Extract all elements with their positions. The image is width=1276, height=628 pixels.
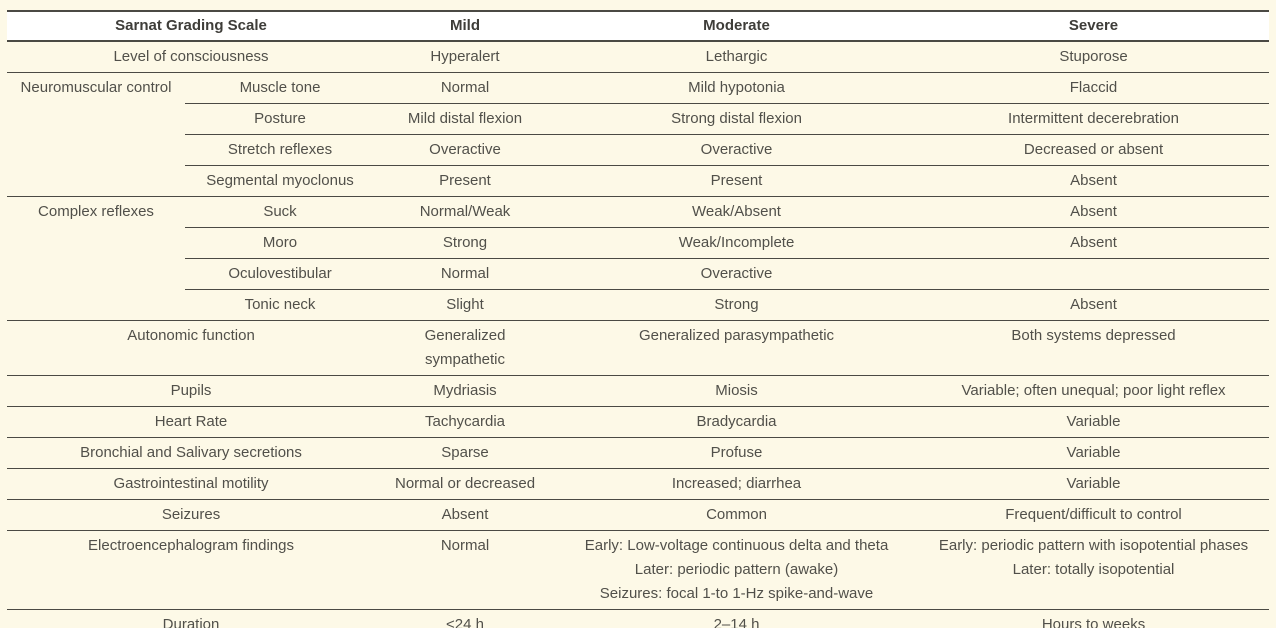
row-gi-motility: Gastrointestinal motility Normal or decr… bbox=[7, 468, 1270, 500]
row-label: Muscle tone bbox=[185, 72, 376, 104]
cell-severe: Absent bbox=[918, 165, 1270, 197]
row-label: Tonic neck bbox=[185, 289, 376, 321]
row-duration: Duration <24 h 2–14 h Hours to weeks bbox=[7, 609, 1270, 628]
row-oculovestibular: Oculovestibular Normal Overactive bbox=[7, 258, 1270, 290]
row-label: Segmental myoclonus bbox=[185, 165, 376, 197]
header-severe: Severe bbox=[918, 11, 1270, 42]
category-cell-neuromuscular-control: Neuromuscular control bbox=[7, 72, 185, 197]
cell-severe: Variable bbox=[918, 406, 1270, 438]
cell-severe bbox=[918, 258, 1270, 290]
cell-moderate: Miosis bbox=[555, 375, 919, 407]
cell-mild: Hyperalert bbox=[375, 40, 556, 73]
cell-mild: Sparse bbox=[375, 437, 556, 469]
cell-mild: Normal bbox=[375, 530, 556, 610]
row-stretch-reflexes: Stretch reflexes Overactive Overactive D… bbox=[7, 134, 1270, 166]
cell-mild: Normal or decreased bbox=[375, 468, 556, 500]
cell-severe: Stuporose bbox=[918, 40, 1270, 73]
cell-mild: Normal bbox=[375, 72, 556, 104]
cell-mild: Mydriasis bbox=[375, 375, 556, 407]
cell-severe: Variable; often unequal; poor light refl… bbox=[918, 375, 1270, 407]
cell-moderate: Common bbox=[555, 499, 919, 531]
cell-moderate: Present bbox=[555, 165, 919, 197]
cell-severe: Absent bbox=[918, 196, 1270, 228]
cell-moderate: Lethargic bbox=[555, 40, 919, 73]
row-label: Suck bbox=[185, 196, 376, 228]
row-label: Duration bbox=[7, 609, 376, 628]
row-label: Stretch reflexes bbox=[185, 134, 376, 166]
cell-severe: Frequent/difficult to control bbox=[918, 499, 1270, 531]
eeg-line: Later: periodic pattern (awake) bbox=[634, 561, 839, 578]
row-tonic-neck: Tonic neck Slight Strong Absent bbox=[7, 289, 1270, 321]
row-label: Bronchial and Salivary secretions bbox=[7, 437, 376, 469]
cell-moderate: Generalized parasympathetic bbox=[555, 320, 919, 376]
cell-severe: Both systems depressed bbox=[918, 320, 1270, 376]
row-label: Electroencephalogram findings bbox=[7, 530, 376, 610]
eeg-line: Later: totally isopotential bbox=[1012, 561, 1175, 578]
header-row: Sarnat Grading Scale Mild Moderate Sever… bbox=[7, 11, 1270, 42]
cell-mild: Normal/Weak bbox=[375, 196, 556, 228]
cell-severe: Absent bbox=[918, 227, 1270, 259]
eeg-line: Early: Low-voltage continuous delta and … bbox=[584, 537, 889, 554]
row-label: Gastrointestinal motility bbox=[7, 468, 376, 500]
cell-moderate: Early: Low-voltage continuous delta and … bbox=[555, 530, 919, 610]
cell-severe: Variable bbox=[918, 468, 1270, 500]
category-cell-complex-reflexes: Complex reflexes bbox=[7, 196, 185, 321]
cell-severe: Early: periodic pattern with isopotentia… bbox=[918, 530, 1270, 610]
cell-mild: Slight bbox=[375, 289, 556, 321]
cell-severe: Flaccid bbox=[918, 72, 1270, 104]
cell-moderate: Strong distal flexion bbox=[555, 103, 919, 135]
cell-mild: Strong bbox=[375, 227, 556, 259]
cell-severe: Decreased or absent bbox=[918, 134, 1270, 166]
cell-mild: Normal bbox=[375, 258, 556, 290]
eeg-line: Seizures: focal 1-to 1-Hz spike-and-wave bbox=[599, 585, 874, 602]
row-eeg: Electroencephalogram findings Normal Ear… bbox=[7, 530, 1270, 610]
cell-moderate: Increased; diarrhea bbox=[555, 468, 919, 500]
row-label: Moro bbox=[185, 227, 376, 259]
eeg-line: Early: periodic pattern with isopotentia… bbox=[938, 537, 1249, 554]
cell-moderate: Bradycardia bbox=[555, 406, 919, 438]
cell-mild: Overactive bbox=[375, 134, 556, 166]
row-label: Level of consciousness bbox=[7, 40, 376, 73]
cell-mild: Mild distal flexion bbox=[375, 103, 556, 135]
cell-mild: Absent bbox=[375, 499, 556, 531]
row-seizures: Seizures Absent Common Frequent/difficul… bbox=[7, 499, 1270, 531]
cell-moderate: Profuse bbox=[555, 437, 919, 469]
cell-moderate: 2–14 h bbox=[555, 609, 919, 628]
sarnat-grading-table: Sarnat Grading Scale Mild Moderate Sever… bbox=[7, 10, 1270, 628]
cell-moderate: Weak/Absent bbox=[555, 196, 919, 228]
cell-severe: Variable bbox=[918, 437, 1270, 469]
cell-moderate: Overactive bbox=[555, 258, 919, 290]
header-title: Sarnat Grading Scale bbox=[7, 11, 376, 42]
row-label: Heart Rate bbox=[7, 406, 376, 438]
cell-moderate: Weak/Incomplete bbox=[555, 227, 919, 259]
row-autonomic-function: Autonomic function Generalized sympathet… bbox=[7, 320, 1270, 376]
header-mild: Mild bbox=[375, 11, 556, 42]
cell-moderate: Overactive bbox=[555, 134, 919, 166]
cell-mild: Tachycardia bbox=[375, 406, 556, 438]
row-heart-rate: Heart Rate Tachycardia Bradycardia Varia… bbox=[7, 406, 1270, 438]
row-label: Oculovestibular bbox=[185, 258, 376, 290]
row-posture: Posture Mild distal flexion Strong dista… bbox=[7, 103, 1270, 135]
cell-severe: Hours to weeks bbox=[918, 609, 1270, 628]
cell-mild: Generalized sympathetic bbox=[375, 320, 556, 376]
row-label: Autonomic function bbox=[7, 320, 376, 376]
cell-severe: Intermittent decerebration bbox=[918, 103, 1270, 135]
cell-moderate: Strong bbox=[555, 289, 919, 321]
row-segmental-myoclonus: Segmental myoclonus Present Present Abse… bbox=[7, 165, 1270, 197]
row-label: Posture bbox=[185, 103, 376, 135]
header-moderate: Moderate bbox=[555, 11, 919, 42]
row-pupils: Pupils Mydriasis Miosis Variable; often … bbox=[7, 375, 1270, 407]
row-label: Seizures bbox=[7, 499, 376, 531]
row-moro: Moro Strong Weak/Incomplete Absent bbox=[7, 227, 1270, 259]
cell-mild: <24 h bbox=[375, 609, 556, 628]
row-label: Pupils bbox=[7, 375, 376, 407]
cell-mild: Present bbox=[375, 165, 556, 197]
row-suck: Complex reflexes Suck Normal/Weak Weak/A… bbox=[7, 196, 1270, 321]
cell-moderate: Mild hypotonia bbox=[555, 72, 919, 104]
row-secretions: Bronchial and Salivary secretions Sparse… bbox=[7, 437, 1270, 469]
cell-severe: Absent bbox=[918, 289, 1270, 321]
row-muscle-tone: Neuromuscular control Muscle tone Normal… bbox=[7, 72, 1270, 197]
row-level-of-consciousness: Level of consciousness Hyperalert Lethar… bbox=[7, 40, 1270, 73]
